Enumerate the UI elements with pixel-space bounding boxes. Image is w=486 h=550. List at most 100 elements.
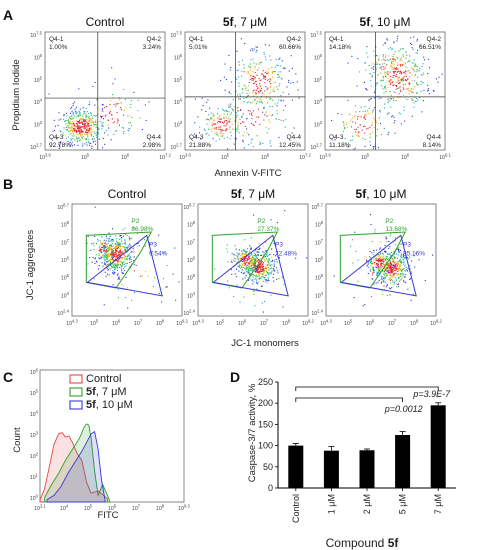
- event-dot: [104, 250, 106, 252]
- event-dot: [392, 59, 394, 61]
- event-dot: [89, 133, 91, 135]
- event-dot: [249, 75, 251, 77]
- event-dot: [120, 235, 122, 237]
- event-dot: [262, 70, 264, 72]
- event-dot: [415, 63, 417, 65]
- event-dot: [258, 259, 260, 261]
- event-dot: [78, 122, 80, 124]
- event-dot: [397, 264, 399, 266]
- event-dot: [212, 113, 214, 115]
- event-dot: [260, 87, 262, 89]
- event-dot: [105, 235, 107, 237]
- event-dot: [260, 99, 262, 101]
- event-dot: [110, 253, 112, 255]
- event-dot: [213, 119, 215, 121]
- event-dot: [85, 116, 87, 118]
- event-dot: [380, 263, 382, 265]
- event-dot: [274, 103, 276, 105]
- event-dot: [87, 263, 89, 265]
- event-dot: [383, 79, 385, 81]
- event-dot: [372, 266, 374, 268]
- event-dot: [266, 255, 268, 257]
- event-dot: [400, 65, 402, 67]
- event-dot: [82, 145, 84, 147]
- event-dot: [384, 75, 386, 77]
- event-dot: [396, 82, 398, 84]
- event-dot: [409, 60, 411, 62]
- event-dot: [90, 132, 92, 134]
- event-dot: [258, 101, 260, 103]
- y-tick-label: 200: [258, 398, 273, 408]
- event-dot: [381, 275, 383, 277]
- event-dot: [385, 270, 387, 272]
- event-dot: [408, 71, 410, 73]
- event-dot: [412, 49, 414, 51]
- event-dot: [119, 242, 121, 244]
- event-dot: [270, 78, 272, 80]
- event-dot: [360, 106, 362, 108]
- event-dot: [252, 267, 254, 269]
- event-dot: [238, 249, 240, 251]
- event-dot: [108, 112, 110, 114]
- event-dot: [347, 99, 349, 101]
- event-dot: [238, 259, 240, 261]
- event-dot: [392, 66, 394, 68]
- event-dot: [388, 59, 390, 61]
- event-dot: [378, 258, 380, 260]
- event-dot: [390, 75, 392, 77]
- event-dot: [253, 252, 255, 254]
- event-dot: [239, 264, 241, 266]
- event-dot: [260, 262, 262, 264]
- event-dot: [396, 68, 398, 70]
- event-dot: [378, 272, 380, 274]
- panel-a-xlabel: Annexin V-FITC: [214, 168, 281, 179]
- event-dot: [249, 260, 251, 262]
- event-dot: [262, 272, 264, 274]
- event-dot: [244, 264, 246, 266]
- event-dot: [344, 126, 346, 128]
- event-dot: [125, 262, 127, 264]
- event-dot: [87, 122, 89, 124]
- event-dot: [251, 262, 253, 264]
- event-dot: [249, 245, 251, 247]
- event-dot: [376, 257, 378, 259]
- event-dot: [396, 274, 398, 276]
- event-dot: [264, 281, 266, 283]
- event-dot: [116, 274, 118, 276]
- event-dot: [409, 265, 411, 267]
- event-dot: [405, 281, 407, 283]
- event-dot: [241, 252, 243, 254]
- event-dot: [253, 293, 255, 295]
- event-dot: [94, 206, 96, 208]
- event-dot: [72, 103, 74, 105]
- event-dot: [411, 115, 413, 117]
- event-dot: [261, 102, 263, 104]
- event-dot: [87, 138, 89, 140]
- event-dot: [353, 148, 355, 150]
- event-dot: [127, 254, 129, 256]
- event-dot: [398, 277, 400, 279]
- event-dot: [269, 273, 271, 275]
- event-dot: [120, 107, 122, 109]
- event-dot: [246, 267, 248, 269]
- event-dot: [441, 73, 443, 75]
- event-dot: [76, 137, 78, 139]
- event-dot: [413, 106, 415, 108]
- event-dot: [107, 247, 109, 249]
- event-dot: [249, 267, 251, 269]
- event-dot: [119, 251, 121, 253]
- x-tick-label: 106: [366, 319, 375, 328]
- event-dot: [213, 119, 215, 121]
- event-dot: [120, 261, 122, 263]
- event-dot: [266, 250, 268, 252]
- event-dot: [104, 259, 106, 261]
- x-tick-label: 104.3: [320, 319, 332, 328]
- event-dot: [78, 128, 80, 130]
- event-dot: [243, 259, 245, 261]
- x-tick-label: 106: [121, 153, 130, 162]
- event-dot: [255, 63, 257, 65]
- event-dot: [245, 266, 247, 268]
- event-dot: [390, 81, 392, 83]
- event-dot: [235, 77, 237, 79]
- event-dot: [264, 256, 266, 258]
